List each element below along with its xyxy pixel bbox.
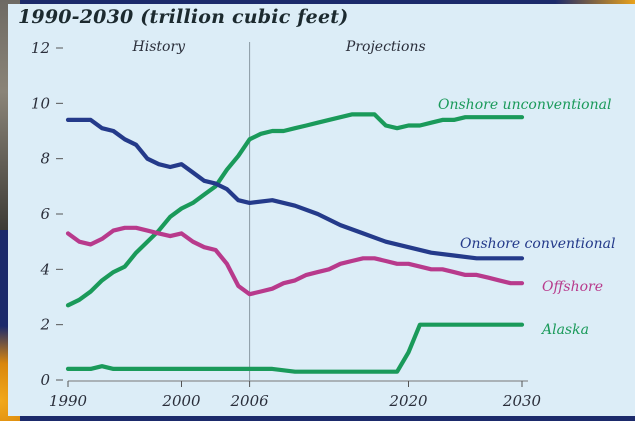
line-chart: 0 2 4 6 8 10 12 1990 2000 2006 2020 2030 History Proj… <box>31 39 616 410</box>
series-line-onshore-unconventional <box>65 112 525 308</box>
x-tick-label: 2020 <box>388 392 428 410</box>
y-tick-label: 2 <box>39 316 50 334</box>
y-tick-label: 12 <box>31 39 50 57</box>
series-line-onshore-conventional <box>65 117 525 261</box>
y-tick-label: 4 <box>39 260 50 278</box>
x-tick-label: 1990 <box>49 392 88 410</box>
series-line-alaska <box>65 322 525 374</box>
series-label-onshore-unconventional: Onshore unconventional <box>438 97 611 113</box>
y-tick-label: 8 <box>40 150 50 168</box>
series-line-offshore <box>65 225 525 297</box>
x-tick-label: 2000 <box>161 392 201 410</box>
x-tick-label: 2006 <box>230 392 270 410</box>
y-tick-label: 6 <box>40 205 50 223</box>
series-label-alaska: Alaska <box>540 322 589 338</box>
series-label-onshore-conventional: Onshore conventional <box>460 236 615 252</box>
chart-title: 1990-2030 (trillion cubic feet) <box>18 6 349 28</box>
y-tick-label: 10 <box>31 94 51 112</box>
region-label-history: History <box>132 39 187 55</box>
x-tick-label: 2030 <box>502 392 542 410</box>
series-label-offshore: Offshore <box>542 279 603 295</box>
y-tick-label: 0 <box>40 371 50 389</box>
region-label-projections: Projections <box>345 39 426 55</box>
chart-panel: 1990-2030 (trillion cubic feet) 0 2 4 6 8 10 1… <box>8 4 635 416</box>
